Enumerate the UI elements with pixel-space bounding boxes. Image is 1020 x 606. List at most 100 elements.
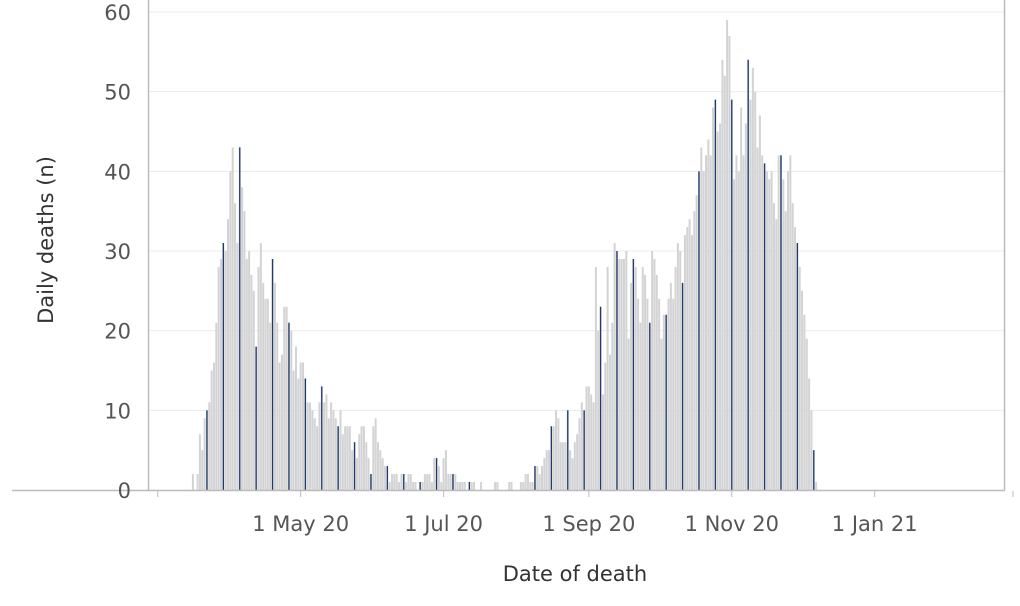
bar-2020-07-10 [463,482,466,490]
bar-2020-04-07 [243,211,246,490]
bar-2020-10-02 [660,338,663,490]
bar-2020-04-25 [285,306,288,490]
bar-2020-09-17 [625,251,628,490]
bar-2020-06-13 [400,474,403,490]
bar-2020-12-01 [801,290,804,490]
bar-2020-04-01 [229,171,232,491]
x-tick-labels: 1 May 20 1 Jul 20 1 Sep 20 1 Nov 20 1 Jan 21 [252,512,917,536]
bars [191,19,818,491]
bar-2020-07-13 [470,482,473,490]
bar-2020-05-20 [344,426,347,490]
bar-2020-07-30 [510,482,513,490]
bar-2020-07-02 [444,450,447,490]
bar-2020-06-23 [423,474,426,490]
bar-2020-08-05 [524,474,527,490]
bar-2020-08-28 [578,418,581,490]
bar-2020-04-02 [231,147,234,490]
bar-2020-06-26 [430,482,433,490]
bar-2020-11-27 [791,203,794,490]
bar-2020-12-04 [808,378,811,490]
bar-2020-03-18 [196,474,199,490]
bar-2020-08-06 [526,474,529,490]
bar-2020-11-09 [749,99,752,490]
bar-2020-06-27 [433,458,436,490]
bar-2020-11-25 [787,171,790,491]
bar-2020-10-13 [686,227,689,490]
bar-2020-10-28 [721,59,724,491]
bar-2020-04-11 [252,290,255,490]
bar-2020-06-18 [412,482,415,490]
bar-2020-04-17 [266,298,269,490]
bar-2020-09-10 [608,354,611,490]
bar-2020-04-06 [241,187,244,490]
bar-2020-06-03 [376,442,379,490]
bar-2020-06-25 [428,474,431,490]
bar-2020-04-16 [264,298,267,490]
bar-2020-05-05 [309,402,312,490]
bar-2020-03-30 [224,251,227,490]
y-tick-label-40: 40 [104,160,131,184]
bar-2020-05-23 [351,450,354,490]
bar-2020-03-16 [191,474,194,490]
bar-2020-12-03 [805,338,808,490]
bar-2020-11-07 [744,123,747,491]
bar-2020-06-08 [388,482,391,490]
bar-2020-07-14 [473,482,476,490]
bar-2020-04-20 [273,282,276,490]
bar-2020-07-29 [508,482,511,490]
bar-2020-04-30 [297,378,300,490]
bar-2020-06-30 [440,482,443,490]
bar-2020-10-16 [693,211,696,490]
bar-2020-11-26 [789,155,792,490]
bar-2020-10-30 [726,19,729,490]
bar-2020-06-06 [384,466,387,490]
bar-2020-05-02 [302,362,305,490]
bar-2020-10-15 [690,235,693,490]
bar-2020-06-05 [381,458,384,490]
bar-2020-10-20 [702,171,705,491]
bar-2020-05-07 [313,418,316,490]
bar-2020-09-09 [606,266,609,490]
bar-2020-03-19 [198,434,201,490]
bar-2020-08-17 [552,426,555,490]
bar-2020-06-29 [437,466,440,490]
bar-2020-09-21 [634,266,637,490]
bar-2020-10-29 [723,75,726,490]
bar-2020-03-23 [208,402,211,490]
bar-2020-07-08 [458,482,461,490]
bar-2020-03-31 [227,219,230,490]
bar-2020-11-18 [770,171,773,491]
bar-2020-09-28 [651,251,654,490]
bar-2020-09-16 [623,258,625,490]
x-tick-label-2021-01-01: 1 Jan 21 [832,512,918,536]
bar-2020-05-08 [316,426,319,490]
bar-2020-09-30 [655,274,658,490]
bar-2020-05-27 [360,426,363,490]
bar-2020-04-08 [245,258,248,490]
bar-2020-11-11 [754,91,757,491]
bar-2020-10-05 [667,298,670,490]
bar-2020-08-26 [573,442,576,490]
bar-2020-06-19 [414,482,417,490]
bar-2020-11-12 [756,147,759,490]
bar-2020-10-31 [728,35,731,491]
bar-2020-08-29 [580,402,583,490]
bar-2020-11-21 [777,155,780,490]
bar-2020-10-24 [712,107,715,490]
y-tick-label-10: 10 [104,399,131,423]
bar-2020-06-10 [393,474,396,490]
bar-2020-04-13 [257,266,260,490]
bar-2020-11-24 [784,211,787,490]
y-tick-label-0: 0 [118,479,131,503]
bar-2020-10-17 [695,195,698,490]
bar-2020-08-13 [543,458,546,490]
bar-2020-11-13 [758,115,761,491]
bar-2020-06-24 [426,474,429,490]
bar-2020-08-18 [555,410,558,490]
bar-2020-09-14 [618,258,621,490]
bar-2020-10-08 [674,266,677,490]
y-tick-label-20: 20 [104,320,131,344]
bar-2020-08-10 [536,466,539,490]
bar-2020-06-15 [405,482,408,490]
bar-2020-10-12 [683,235,686,490]
